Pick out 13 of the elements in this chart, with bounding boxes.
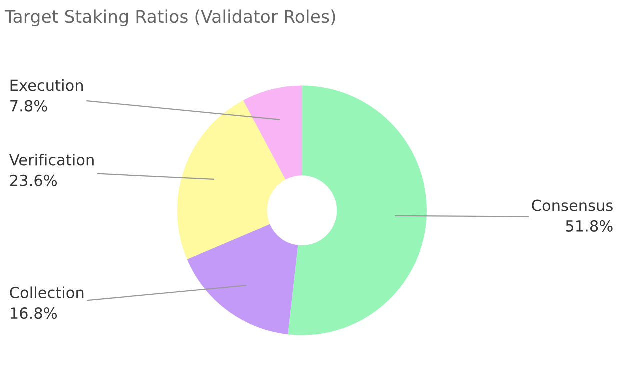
slice-label: Execution bbox=[10, 79, 84, 92]
data-label: 7.8% bbox=[10, 100, 48, 112]
slice-label: Consensus bbox=[532, 200, 613, 212]
data-label: 23.6% bbox=[10, 174, 58, 186]
data-label: 16.8% bbox=[11, 308, 58, 320]
slice-label: Collection bbox=[10, 286, 84, 299]
data-label: 51.8% bbox=[566, 220, 613, 232]
chart-title: Target Staking Ratios (Validator Roles) bbox=[4, 10, 336, 27]
slice-label: Verification bbox=[9, 154, 94, 166]
donut-slice bbox=[177, 100, 286, 260]
donut-slice bbox=[243, 86, 302, 180]
donut-slice bbox=[187, 224, 298, 335]
donut-slice bbox=[288, 86, 427, 336]
